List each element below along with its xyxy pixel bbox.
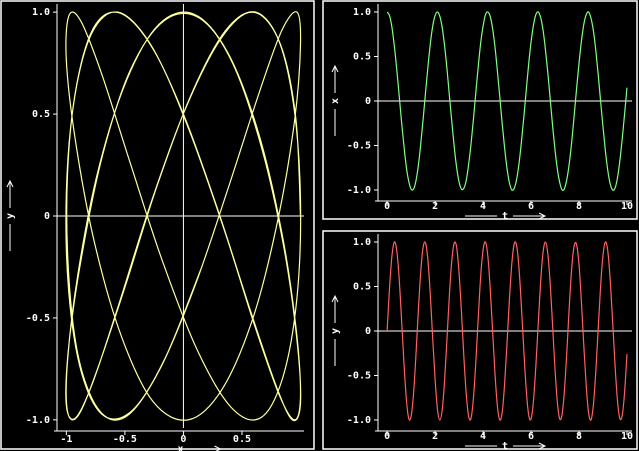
x-tick-label: 2 xyxy=(432,201,438,212)
y-tick-label: 1.0 xyxy=(353,237,371,248)
x-tick-label: 8 xyxy=(576,431,582,442)
y-tick-label: -0.5 xyxy=(347,370,371,381)
y-tick-label: 0.5 xyxy=(353,282,371,293)
data-line xyxy=(386,241,628,421)
axis-arrow xyxy=(6,179,14,188)
y-tick-label: -1.0 xyxy=(26,415,50,426)
x-tick-label: 2 xyxy=(432,431,438,442)
y-axis-label: y xyxy=(330,328,341,334)
data-curve xyxy=(65,11,302,422)
x-tick-label: 8 xyxy=(576,201,582,212)
y-tick-label: 0 xyxy=(44,211,50,222)
y-tick-label: 0 xyxy=(365,96,371,107)
y-tick-label: 0 xyxy=(365,326,371,337)
x-tick-label: -0.5 xyxy=(113,434,137,445)
y-tick-label: 1.0 xyxy=(353,7,371,18)
axis-arrow xyxy=(331,64,339,73)
x-tick-label: 6 xyxy=(528,201,534,212)
x-tick-label: 10 xyxy=(621,431,633,442)
axis-arrow xyxy=(538,212,547,220)
panel-frame xyxy=(322,0,638,220)
axis-arrow xyxy=(538,442,547,450)
x-tick-label: 10 xyxy=(621,201,633,212)
x-tick-label: 0 xyxy=(384,201,390,212)
y-axis-label: x xyxy=(330,98,341,104)
y-axis-label: y xyxy=(5,213,16,219)
x-tick-label: 0 xyxy=(384,431,390,442)
y-tick-label: -0.5 xyxy=(26,313,50,324)
y-tick-label: 0.5 xyxy=(353,52,371,63)
x-tick-label: 0.5 xyxy=(233,434,251,445)
x-axis-label: t xyxy=(502,211,508,222)
axis-arrow xyxy=(331,294,339,303)
x-tick-label: 6 xyxy=(528,431,534,442)
y-tick-label: 1.0 xyxy=(32,7,50,18)
x-tick-label: -1 xyxy=(60,434,72,445)
data-line xyxy=(386,11,628,191)
x-axis-label: t xyxy=(502,441,508,451)
y-tick-label: -1.0 xyxy=(347,185,371,196)
x-tick-label: 4 xyxy=(480,431,486,442)
axis-arrow xyxy=(214,445,222,451)
x-tick-label: 0 xyxy=(180,434,186,445)
y-tick-label: -0.5 xyxy=(347,140,371,151)
panel-frame xyxy=(322,230,638,450)
y-tick-label: 0.5 xyxy=(32,109,50,120)
y-tick-label: -1.0 xyxy=(347,415,371,426)
x-axis-label: x xyxy=(177,444,183,451)
x-tick-label: 4 xyxy=(480,201,486,212)
